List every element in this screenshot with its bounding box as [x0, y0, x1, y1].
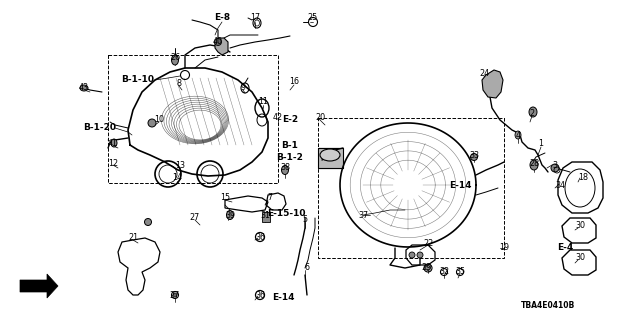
Text: 17: 17: [250, 13, 260, 22]
Ellipse shape: [148, 119, 156, 127]
Text: 12: 12: [108, 158, 118, 167]
Text: 42: 42: [273, 113, 283, 122]
Text: E-14: E-14: [272, 293, 294, 302]
Text: 40: 40: [213, 37, 223, 46]
Ellipse shape: [530, 160, 538, 170]
Text: 27: 27: [190, 213, 200, 222]
Ellipse shape: [172, 55, 179, 65]
Text: 21: 21: [128, 234, 138, 243]
Polygon shape: [482, 70, 503, 98]
Text: 22: 22: [423, 238, 433, 247]
Bar: [108, 55, 278, 183]
Ellipse shape: [282, 165, 289, 174]
Text: 20: 20: [315, 114, 325, 123]
Text: 26: 26: [170, 53, 180, 62]
Text: 18: 18: [578, 173, 588, 182]
Text: E-4: E-4: [557, 243, 573, 252]
Text: 8: 8: [177, 78, 182, 87]
Text: 3: 3: [552, 161, 557, 170]
Text: 25: 25: [308, 13, 318, 22]
Ellipse shape: [529, 107, 537, 117]
Text: B-1-10: B-1-10: [122, 76, 154, 84]
Text: 33: 33: [469, 150, 479, 159]
Text: 14: 14: [172, 173, 182, 182]
Text: 6: 6: [305, 262, 310, 271]
Text: 5: 5: [303, 215, 308, 225]
Text: 30: 30: [575, 253, 585, 262]
Text: FR.: FR.: [28, 282, 48, 292]
Text: 29: 29: [421, 263, 431, 273]
Text: 34: 34: [555, 180, 565, 189]
Text: 15: 15: [220, 194, 230, 203]
Ellipse shape: [551, 164, 559, 172]
Text: 1: 1: [538, 139, 543, 148]
Text: 28: 28: [529, 158, 539, 167]
Text: TBA4E0410B: TBA4E0410B: [521, 300, 575, 309]
Text: 9: 9: [241, 83, 246, 92]
Bar: [318, 118, 504, 258]
Ellipse shape: [409, 252, 415, 258]
Ellipse shape: [80, 85, 88, 91]
Text: B-1-20: B-1-20: [83, 124, 116, 132]
Text: 43: 43: [79, 83, 89, 92]
Text: E-15-10: E-15-10: [267, 209, 305, 218]
Text: 16: 16: [289, 77, 299, 86]
Text: E-2: E-2: [282, 116, 298, 124]
Ellipse shape: [214, 38, 221, 45]
Ellipse shape: [426, 266, 431, 270]
Text: 7: 7: [268, 193, 273, 202]
Text: 30: 30: [575, 220, 585, 229]
Text: 38: 38: [280, 164, 290, 172]
Text: 2: 2: [529, 108, 534, 117]
Text: B-1: B-1: [282, 140, 298, 149]
Polygon shape: [20, 274, 58, 298]
Text: 31: 31: [260, 211, 270, 220]
Text: 11: 11: [258, 98, 268, 107]
Ellipse shape: [320, 149, 340, 161]
Text: B-1-2: B-1-2: [276, 154, 303, 163]
Text: 35: 35: [455, 268, 465, 276]
Text: 37: 37: [358, 211, 368, 220]
Ellipse shape: [515, 131, 521, 139]
Text: 32: 32: [439, 268, 449, 276]
Text: E-8: E-8: [214, 13, 230, 22]
Text: 10: 10: [154, 115, 164, 124]
Text: 13: 13: [175, 161, 185, 170]
Text: E-14: E-14: [449, 180, 471, 189]
Ellipse shape: [227, 211, 234, 220]
Ellipse shape: [417, 252, 423, 258]
Polygon shape: [215, 38, 228, 55]
Text: 24: 24: [479, 68, 489, 77]
Text: 4: 4: [515, 131, 520, 140]
Text: 19: 19: [499, 243, 509, 252]
Bar: [318, 148, 343, 168]
Text: 41: 41: [108, 139, 118, 148]
Ellipse shape: [470, 154, 477, 161]
Text: 27: 27: [170, 291, 180, 300]
Text: 36: 36: [255, 291, 265, 300]
Bar: [262, 212, 270, 222]
Ellipse shape: [111, 139, 117, 147]
Ellipse shape: [145, 219, 152, 226]
Text: 36: 36: [255, 233, 265, 242]
Text: 39: 39: [225, 211, 235, 220]
Ellipse shape: [173, 293, 177, 297]
